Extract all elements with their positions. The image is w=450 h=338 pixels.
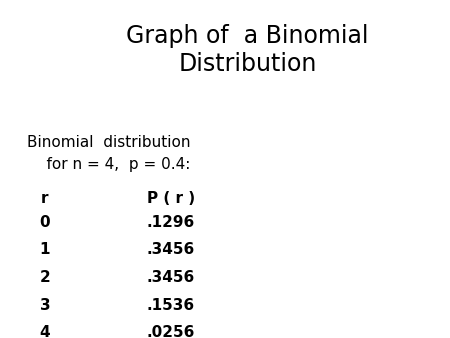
Text: 0: 0 bbox=[40, 215, 50, 230]
Text: 1: 1 bbox=[40, 242, 50, 257]
Text: .3456: .3456 bbox=[147, 270, 195, 285]
Text: 2: 2 bbox=[40, 270, 50, 285]
Text: .1296: .1296 bbox=[147, 215, 195, 230]
Text: P ( r ): P ( r ) bbox=[147, 191, 195, 206]
Text: 4: 4 bbox=[40, 325, 50, 338]
Text: Binomial  distribution: Binomial distribution bbox=[27, 135, 190, 150]
Text: Graph of  a Binomial
Distribution: Graph of a Binomial Distribution bbox=[126, 24, 369, 76]
Text: 3: 3 bbox=[40, 298, 50, 313]
Text: .3456: .3456 bbox=[147, 242, 195, 257]
Text: for n = 4,  p = 0.4:: for n = 4, p = 0.4: bbox=[27, 157, 190, 172]
Text: .1536: .1536 bbox=[147, 298, 195, 313]
Text: r: r bbox=[41, 191, 49, 206]
Text: .0256: .0256 bbox=[147, 325, 195, 338]
